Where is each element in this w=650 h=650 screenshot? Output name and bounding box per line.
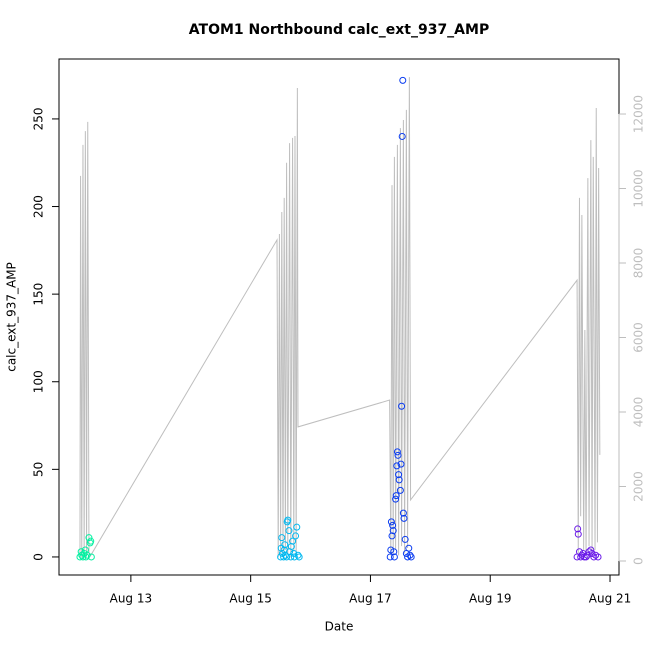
point [290, 549, 298, 557]
point [387, 518, 395, 526]
x-tick-label: Aug 19 [469, 592, 512, 606]
point [293, 523, 301, 531]
point [295, 553, 303, 561]
point [394, 451, 402, 459]
y2-tick-label: 0 [632, 557, 646, 565]
point [87, 553, 95, 561]
y-tick-label: 100 [32, 370, 46, 393]
y2-tick-label: 6000 [632, 322, 646, 353]
point [407, 553, 415, 561]
point [392, 495, 400, 503]
point [577, 553, 585, 561]
y-tick-label: 250 [32, 107, 46, 130]
point [284, 516, 292, 524]
point [388, 532, 396, 540]
point [401, 535, 409, 543]
point [398, 402, 406, 410]
x-tick-label: Aug 15 [229, 592, 272, 606]
point [588, 549, 596, 557]
point [590, 553, 598, 561]
point [395, 471, 403, 479]
point [399, 509, 407, 517]
point [389, 527, 397, 535]
point [283, 553, 291, 561]
point [583, 551, 591, 559]
point [392, 492, 400, 500]
y-tick-label: 0 [32, 553, 46, 561]
point [390, 548, 398, 556]
point [400, 514, 408, 522]
y2-tick-label: 10000 [632, 169, 646, 207]
point [587, 546, 595, 554]
point [278, 534, 286, 542]
x-tick-label: Aug 13 [110, 592, 153, 606]
point [397, 460, 405, 468]
point [82, 553, 90, 561]
y-tick-label: 150 [32, 283, 46, 306]
line [79, 77, 601, 558]
point [289, 537, 297, 545]
point [575, 548, 583, 556]
chart-title: ATOM1 Northbound calc_ext_937_AMP [189, 22, 489, 38]
point [405, 544, 413, 552]
point [582, 553, 590, 561]
point [406, 551, 414, 559]
point [83, 551, 91, 559]
point [287, 542, 295, 550]
point [290, 553, 298, 561]
point [280, 553, 288, 561]
point [398, 132, 406, 140]
x-axis-label: Date [325, 620, 354, 634]
point [594, 553, 602, 561]
point [393, 448, 401, 456]
point [389, 521, 397, 529]
x-tick-label: Aug 21 [589, 592, 632, 606]
y2-tick-label: 4000 [632, 397, 646, 428]
y-axis-label: calc_ext_937_AMP [5, 262, 19, 372]
point [393, 462, 401, 470]
point [395, 476, 403, 484]
y2-tick-label: 2000 [632, 471, 646, 502]
x-tick-label: Aug 17 [349, 592, 392, 606]
point [281, 541, 289, 549]
point [574, 525, 582, 533]
point [399, 76, 407, 84]
point [390, 553, 398, 561]
y2-tick-label: 8000 [632, 248, 646, 279]
point [79, 553, 87, 561]
point [294, 551, 302, 559]
point [396, 486, 404, 494]
point [386, 553, 394, 561]
point [292, 532, 300, 540]
point [574, 530, 582, 538]
point [85, 534, 93, 542]
y2-tick-label: 12000 [632, 95, 646, 133]
y-tick-label: 200 [32, 195, 46, 218]
point [285, 527, 293, 535]
point [87, 537, 95, 545]
y-tick-label: 50 [32, 462, 46, 477]
